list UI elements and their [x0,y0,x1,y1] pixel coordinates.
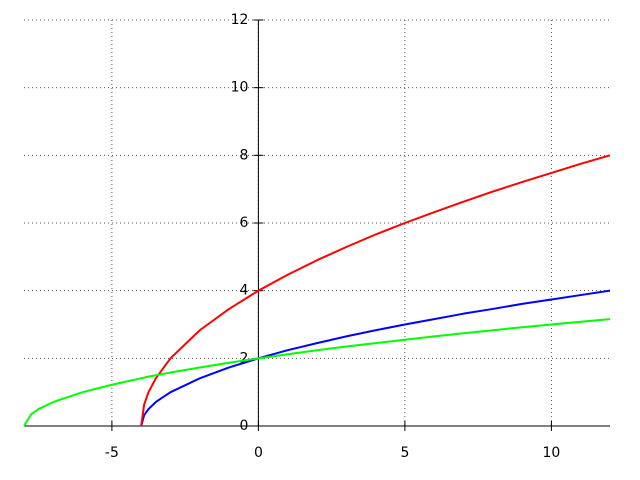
line-series [140,289,611,427]
line-series [23,318,611,427]
y-tick-label: 0 [239,418,248,434]
line-series [140,154,611,427]
y-tick-label: 4 [239,283,248,299]
x-tick-label: 5 [400,445,409,461]
y-tick-label: 12 [231,12,249,28]
x-tick-label: -5 [105,445,119,461]
y-tick-label: 10 [231,80,249,96]
y-tick-label: 2 [239,350,248,366]
x-tick-label: 10 [542,445,560,461]
x-tick-label: 0 [254,445,263,461]
y-tick-label: 6 [239,215,248,231]
y-tick-label: 8 [239,147,248,163]
